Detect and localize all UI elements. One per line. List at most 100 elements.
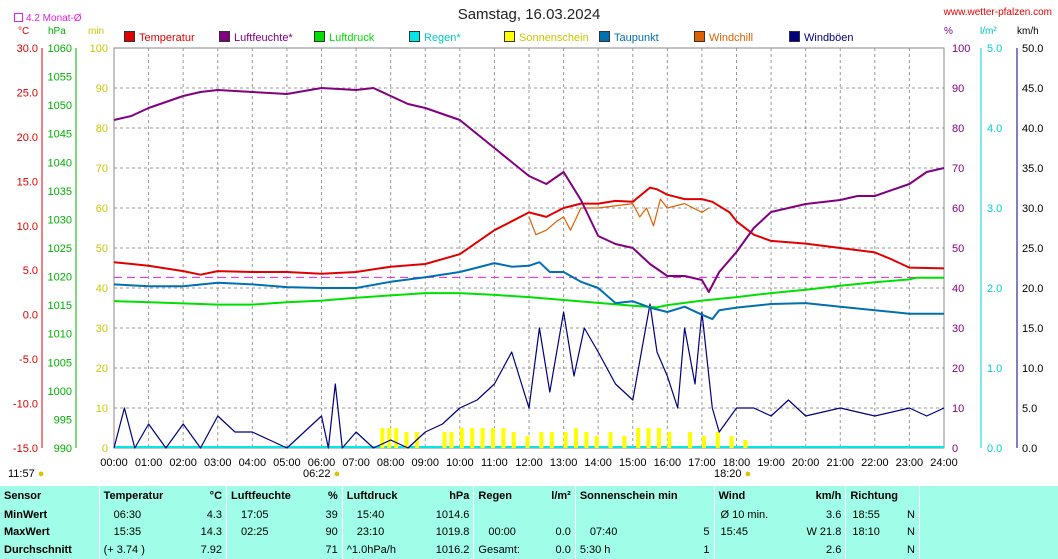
series-line-windchill	[528, 198, 710, 236]
legend-item-luftdruck: Luftdruck	[314, 31, 374, 44]
temp-axis-tick: 30.0	[17, 43, 38, 55]
pressure-axis-tick: 1040	[48, 157, 72, 169]
rain-axis-tick: 0.0	[987, 443, 1002, 455]
pressure-axis-tick: 1025	[48, 243, 72, 255]
pressure-axis-tick: 1030	[48, 214, 72, 226]
sunshine-bar	[549, 432, 554, 448]
sunshine-bar	[656, 428, 661, 448]
sunshine-bar	[380, 428, 385, 448]
legend-item-regen: Regen*	[409, 31, 461, 44]
wind-axis-tick: 10.0	[1022, 363, 1043, 375]
sunshine-bar	[701, 436, 706, 448]
wind-axis-tick: 0.0	[1022, 443, 1037, 455]
stats-row-avg: Durchschnitt (+ 3.74 ) 7.92 71 ^1.0hPa/h…	[0, 541, 1058, 559]
sunshine-bar	[490, 428, 495, 448]
stats-row-max: MaxWert 15:35 14.3 02:25 90 23:10 1019.8…	[0, 523, 1058, 542]
wind-axis-tick: 15.0	[1022, 323, 1043, 335]
sunshine-axis-tick: 100	[90, 43, 108, 55]
cell-value: N	[907, 526, 915, 539]
cell-value: 90	[325, 526, 338, 539]
pressure-axis-tick: 1005	[48, 357, 72, 369]
stats-filler	[919, 505, 1058, 524]
wind-axis-tick: 50.0	[1022, 43, 1043, 55]
sunshine-bar	[646, 428, 651, 448]
cell-value: 0.0	[555, 544, 571, 557]
sunshine-bar	[394, 428, 399, 448]
humidity-axis-tick: 80	[952, 123, 964, 135]
x-tick-label: 17:00	[688, 457, 716, 469]
rain-axis-tick: 4.0	[987, 123, 1002, 135]
cell-empty	[681, 506, 714, 524]
hdr-regen: Regen	[473, 486, 539, 506]
humidity-axis-tick: 100	[952, 43, 970, 55]
temp-axis-tick: 20.0	[17, 132, 38, 144]
pressure-axis-tick: 1050	[48, 100, 72, 112]
pressure-axis-tick: 1010	[48, 329, 72, 341]
cell-value: 2.6	[826, 544, 842, 557]
sunshine-axis-tick: 50	[96, 243, 108, 255]
cell-value: 1014.6	[435, 508, 470, 521]
cell-value: W 21.8	[806, 526, 842, 539]
hdr-regen-unit: l/m²	[551, 489, 571, 502]
humidity-axis-tick: 30	[952, 323, 964, 335]
rain-axis-tick: 3.0	[987, 203, 1002, 215]
x-tick-label: 21:00	[826, 457, 854, 469]
sunshine-axis-tick: 40	[96, 283, 108, 295]
cell-empty	[713, 541, 790, 559]
cell-value: 39	[325, 508, 338, 521]
x-tick-label: 04:00	[239, 457, 267, 469]
legend-item-windben: Windböen	[789, 31, 854, 44]
legend-swatch	[219, 31, 230, 42]
wind-axis-tick: 20.0	[1022, 283, 1043, 295]
wind-axis-tick: 30.0	[1022, 203, 1043, 215]
cell-time: 02:25	[226, 523, 316, 542]
hdr-sonnenschein: Sonnenschein min	[574, 486, 714, 506]
pressure-axis-tick: 1045	[48, 129, 72, 141]
sunshine-bar	[667, 432, 672, 448]
cell-time: 06:30	[98, 505, 188, 524]
cell-empty	[473, 505, 539, 524]
sunshine-bar	[729, 436, 734, 448]
sunshine-bar	[470, 428, 475, 448]
stats-row-min: MinWert 06:30 4.3 17:05 39 15:40 1014.6 …	[0, 505, 1058, 524]
hdr-wind-unit: km/h	[815, 489, 842, 502]
legend-swatch	[124, 31, 135, 42]
x-tick-label: 05:00	[273, 457, 301, 469]
temp-axis-tick: -10.0	[13, 399, 38, 411]
rain-axis-tick: 2.0	[987, 283, 1002, 295]
legend-label: Windböen	[804, 32, 854, 44]
stats-header-row: Sensor Temperatur °C Luftfeuchte % Luftd…	[0, 486, 1058, 506]
sunshine-axis-tick: 70	[96, 163, 108, 175]
legend-label: Sonnenschein	[519, 32, 589, 44]
sunshine-bar	[449, 432, 454, 448]
x-tick-label: 22:00	[861, 457, 889, 469]
sunshine-axis-tick: 30	[96, 323, 108, 335]
sunshine-bar	[539, 432, 544, 448]
x-tick-label: 12:00	[515, 457, 543, 469]
unit-minutes: min	[88, 26, 105, 37]
page-title: Samstag, 16.03.2024	[457, 6, 601, 23]
temp-axis-tick: -5.0	[19, 354, 38, 366]
cell-time: 15:40	[341, 505, 420, 524]
x-tick-label: 00:00	[100, 457, 128, 469]
humidity-axis-tick: 70	[952, 163, 964, 175]
hdr-temp-unit: °C	[209, 489, 223, 502]
legend-swatch	[694, 31, 705, 42]
x-tick-label: 09:00	[411, 457, 439, 469]
temp-axis-tick: 5.0	[23, 265, 38, 277]
unit-lm2: l/m²	[980, 26, 997, 37]
x-tick-label: 15:00	[619, 457, 647, 469]
site-link[interactable]: www.wetter-pfalzen.com	[943, 7, 1052, 18]
hdr-ld-unit: hPa	[449, 489, 470, 502]
x-tick-label: 06:00	[308, 457, 336, 469]
x-tick-label: 07:00	[342, 457, 370, 469]
sunshine-bar	[387, 428, 392, 448]
x-tick-label: 16:00	[654, 457, 682, 469]
wind-axis-tick: 25.0	[1022, 243, 1043, 255]
sunshine-bar	[594, 436, 599, 448]
pressure-axis-tick: 1035	[48, 186, 72, 198]
rain-axis-tick: 1.0	[987, 363, 1002, 375]
legend-label: Windchill	[709, 32, 754, 44]
hdr-richtung: Richtung	[845, 486, 920, 506]
stats-filler	[919, 523, 1058, 542]
